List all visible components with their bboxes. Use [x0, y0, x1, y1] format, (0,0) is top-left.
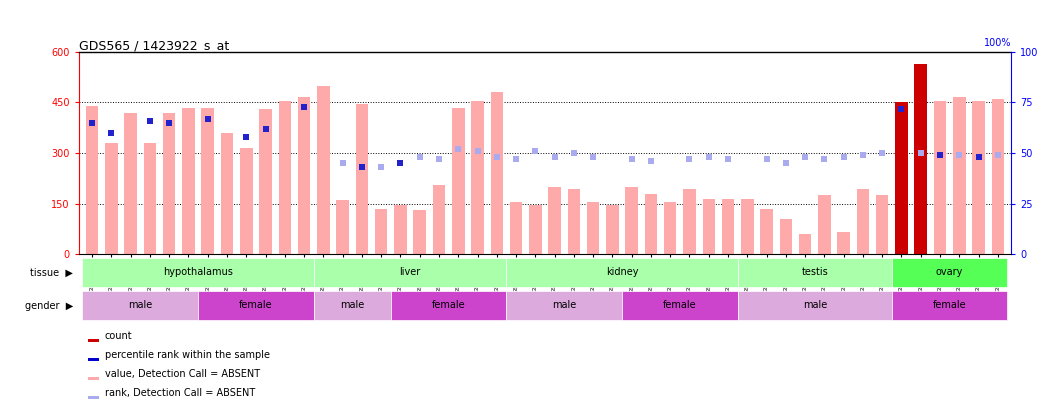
Bar — [105, 143, 117, 254]
Bar — [876, 195, 889, 254]
Bar — [83, 258, 313, 287]
Bar — [336, 200, 349, 254]
Text: testis: testis — [802, 267, 828, 277]
Bar — [88, 358, 100, 361]
Bar — [318, 85, 330, 254]
Bar — [355, 104, 368, 254]
Text: gender  ▶: gender ▶ — [25, 301, 73, 311]
Bar — [88, 396, 100, 399]
Bar — [587, 202, 599, 254]
Text: 100%: 100% — [984, 38, 1011, 48]
Bar — [895, 102, 908, 254]
Bar — [892, 291, 1007, 320]
Bar — [799, 234, 811, 254]
Bar — [240, 148, 253, 254]
Bar — [375, 209, 388, 254]
Bar — [506, 258, 738, 287]
Text: GDS565 / 1423922_s_at: GDS565 / 1423922_s_at — [79, 39, 228, 52]
Bar — [892, 258, 1007, 287]
Text: female: female — [663, 300, 697, 310]
Bar — [991, 99, 1004, 254]
Text: hypothalamus: hypothalamus — [163, 267, 233, 277]
Bar — [182, 107, 195, 254]
Bar — [198, 291, 313, 320]
Bar — [529, 205, 542, 254]
Bar — [162, 113, 175, 254]
Text: ovary: ovary — [936, 267, 963, 277]
Bar — [88, 339, 100, 343]
Bar — [490, 92, 503, 254]
Text: female: female — [432, 300, 465, 310]
Bar — [683, 188, 696, 254]
Bar — [973, 101, 985, 254]
Text: kidney: kidney — [606, 267, 638, 277]
Bar — [915, 64, 927, 254]
Bar — [856, 188, 869, 254]
Text: male: male — [128, 300, 152, 310]
Bar — [664, 202, 677, 254]
Bar — [313, 258, 506, 287]
Bar — [88, 377, 100, 380]
Text: liver: liver — [399, 267, 420, 277]
Bar — [953, 97, 965, 254]
Bar — [623, 291, 738, 320]
Bar — [606, 205, 618, 254]
Bar — [86, 106, 99, 254]
Bar — [568, 188, 581, 254]
Text: female: female — [933, 300, 966, 310]
Bar — [144, 143, 156, 254]
Bar — [722, 198, 735, 254]
Bar — [472, 101, 484, 254]
Bar — [433, 185, 445, 254]
Text: percentile rank within the sample: percentile rank within the sample — [105, 350, 269, 360]
Text: value, Detection Call = ABSENT: value, Detection Call = ABSENT — [105, 369, 260, 379]
Text: male: male — [552, 300, 576, 310]
Bar — [298, 97, 310, 254]
Bar — [509, 202, 522, 254]
Bar — [780, 219, 792, 254]
Bar — [760, 209, 772, 254]
Text: tissue  ▶: tissue ▶ — [30, 268, 73, 277]
Bar — [313, 291, 391, 320]
Bar — [741, 198, 754, 254]
Bar — [125, 113, 137, 254]
Bar — [934, 101, 946, 254]
Bar — [702, 198, 715, 254]
Text: count: count — [105, 331, 132, 341]
Bar — [506, 291, 623, 320]
Bar — [548, 187, 561, 254]
Bar — [279, 101, 291, 254]
Bar — [626, 187, 638, 254]
Text: female: female — [239, 300, 272, 310]
Text: rank, Detection Call = ABSENT: rank, Detection Call = ABSENT — [105, 388, 255, 398]
Bar — [394, 205, 407, 254]
Bar — [201, 107, 214, 254]
Bar — [391, 291, 506, 320]
Bar — [83, 291, 198, 320]
Bar — [221, 133, 234, 254]
Bar — [645, 194, 657, 254]
Bar — [413, 211, 425, 254]
Bar — [738, 291, 892, 320]
Text: male: male — [341, 300, 365, 310]
Bar — [452, 107, 464, 254]
Bar — [818, 195, 831, 254]
Bar — [738, 258, 892, 287]
Bar — [837, 232, 850, 254]
Text: male: male — [803, 300, 827, 310]
Bar — [259, 109, 271, 254]
